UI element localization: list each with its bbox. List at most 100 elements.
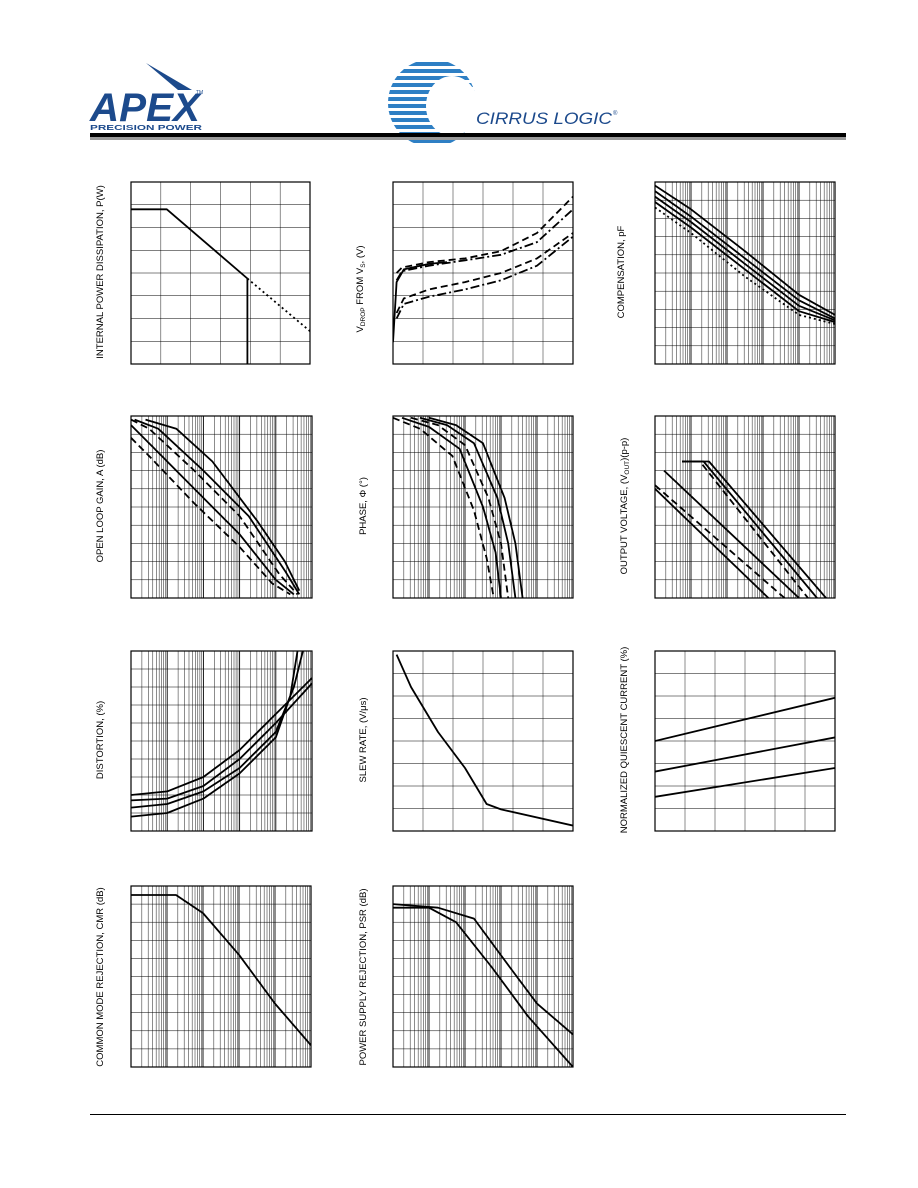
distortion-ylabel: DISTORTION, (%) (95, 701, 106, 779)
power-derating-chart (130, 181, 311, 365)
slew-rate-series (395, 654, 573, 827)
series-line (393, 903, 573, 1036)
series-line (395, 235, 573, 319)
psr-series (393, 903, 573, 1067)
plot-frame (130, 650, 313, 832)
series-line (393, 906, 573, 1067)
grid-layer (130, 181, 836, 1068)
psr-ylabel: POWER SUPPLY REJECTION, PSR (dB) (358, 888, 369, 1065)
series-line (655, 195, 835, 322)
apex-tagline: PRECISION POWER (90, 125, 202, 132)
header-rule (90, 133, 846, 140)
output-voltage-chart (654, 415, 836, 599)
series-line (401, 416, 502, 598)
apex-tm: TM (196, 90, 203, 96)
cmr-ylabel: COMMON MODE REJECTION, CMR (dB) (95, 887, 106, 1066)
quiescent-ylabel: NORMALIZED QUIESCENT CURRENT (%) (619, 647, 630, 834)
apex-name: APEX (89, 86, 202, 130)
apex-logo: APEX TM PRECISION POWER (89, 63, 203, 132)
series-line (395, 195, 573, 274)
plot-frame (392, 415, 574, 599)
phase-ylabel: PHASE, Φ (°) (358, 477, 369, 535)
plot-frame (654, 181, 836, 365)
ylabel-part: FROM V (355, 267, 366, 307)
series-line (145, 418, 301, 592)
plot-frame (130, 181, 311, 365)
ylabel-part: DROP (360, 307, 367, 326)
series-line (395, 208, 573, 281)
ylabel-part: S (360, 263, 367, 268)
series-line (395, 654, 573, 827)
series-line (246, 277, 310, 332)
series-line (131, 894, 311, 1046)
distortion-series (131, 651, 312, 818)
output-swing-series (393, 195, 573, 343)
series-line (655, 201, 835, 323)
series-line (655, 736, 835, 773)
series-line (682, 460, 818, 598)
series-line (131, 208, 248, 280)
plot-frame (392, 650, 574, 832)
plot-frame (130, 885, 312, 1068)
series-line (655, 190, 835, 320)
series-layer (131, 184, 835, 1067)
compensation-series (655, 184, 835, 325)
series-line (393, 416, 495, 598)
ylabel-part: OUTPUT VOLTAGE, (V (619, 474, 630, 574)
footer-rule (90, 1114, 846, 1115)
series-line (395, 232, 573, 314)
ylabel-part: V (355, 326, 366, 333)
series-line (131, 651, 299, 818)
output-voltage-series (655, 460, 827, 598)
series-line (134, 418, 301, 595)
output-swing-chart (392, 181, 574, 365)
plot-frame (392, 181, 574, 365)
ylabel-part: )(p-p) (619, 438, 630, 461)
cmr-series (131, 894, 311, 1046)
ylabel-part: , (V) (355, 245, 366, 263)
series-line (410, 416, 510, 598)
slew-rate-ylabel: SLEW RATE, (V/μs) (358, 698, 369, 783)
compensation-ylabel: COMPENSATION, pF (616, 225, 627, 318)
quiescent-chart (654, 650, 836, 832)
series-line (131, 651, 304, 809)
series-line (655, 488, 770, 598)
series-line (428, 416, 524, 598)
page-header: APEX TM PRECISION POWER CIRRUS LOGIC ® (89, 62, 846, 143)
open-loop-gain-series (131, 418, 301, 596)
series-line (393, 261, 448, 343)
ylabel-part: OUT (624, 461, 631, 475)
psr-chart (392, 885, 574, 1068)
distortion-chart (130, 650, 313, 832)
series-line (682, 460, 809, 598)
phase-series (393, 416, 524, 598)
series-line (655, 696, 835, 742)
cirrus-name: CIRRUS LOGIC (476, 109, 613, 128)
series-line (131, 418, 299, 596)
series-line (131, 437, 291, 596)
plot-frame (130, 415, 313, 599)
power-derating-ylabel: INTERNAL POWER DISSIPATION, P(W) (95, 185, 106, 358)
series-line (131, 424, 295, 596)
slew-rate-chart (392, 650, 574, 832)
quiescent-series (655, 696, 835, 798)
cmr-chart (130, 885, 312, 1068)
series-line (131, 682, 312, 802)
cirrus-reg: ® (613, 110, 618, 117)
series-line (655, 767, 835, 798)
output-swing-ylabel: VDROP FROM VS, (V) (355, 245, 367, 332)
series-line (131, 677, 312, 796)
plot-frame (392, 885, 574, 1068)
output-voltage-ylabel: OUTPUT VOLTAGE, (VOUT)(p-p) (619, 438, 631, 575)
series-line (655, 206, 835, 325)
series-line (655, 484, 786, 598)
plot-frame (654, 415, 836, 599)
open-loop-gain-ylabel: OPEN LOOP GAIN, A (dB) (95, 450, 106, 563)
series-line (663, 469, 800, 598)
series-line (419, 416, 517, 598)
y-axis-labels: INTERNAL POWER DISSIPATION, P(W) VDROP F… (95, 185, 631, 1066)
series-line (655, 184, 835, 316)
power-derating-series (131, 208, 310, 364)
cirrus-logic-logo: CIRRUS LOGIC ® (388, 62, 618, 143)
